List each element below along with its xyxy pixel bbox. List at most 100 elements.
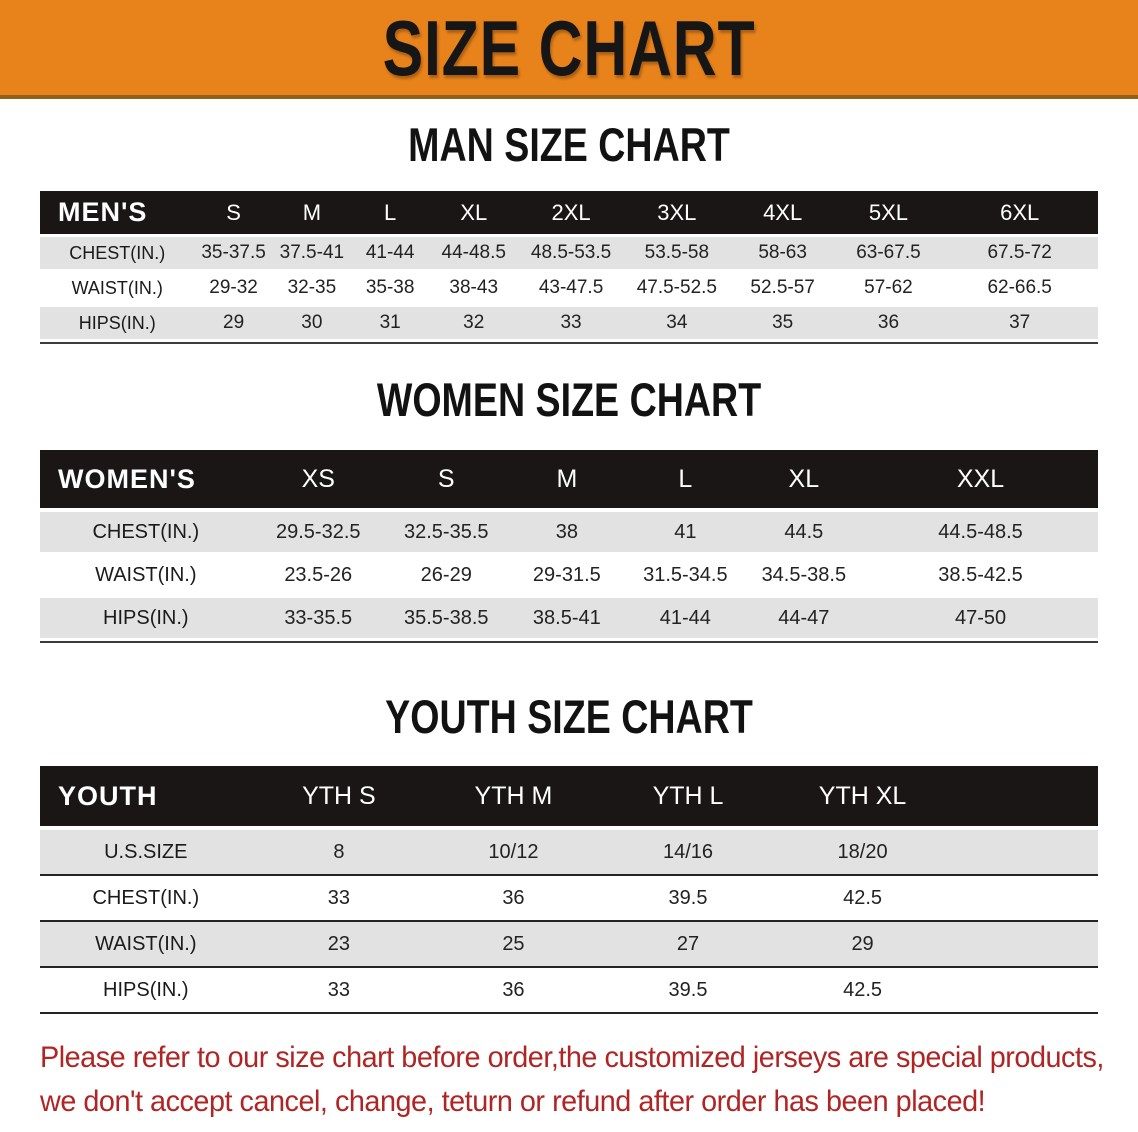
men-size-table-wrap: MEN'S S M L XL 2XL 3XL 4XL 5XL 6XL CHEST(IN.) 35-37… (40, 191, 1098, 344)
size-value-cell: 36 (426, 968, 601, 1014)
row-label: U.S.SIZE (40, 830, 252, 876)
disclaimer-line-2: we don't accept cancel, change, teturn o… (40, 1085, 986, 1118)
size-value-cell: 52.5-57 (729, 272, 836, 307)
size-column-header: 4XL (729, 191, 836, 237)
size-value-cell: 42.5 (775, 968, 950, 1014)
size-value-cell: 44-47 (744, 598, 864, 641)
disclaimer-line-1: Please refer to our size chart before or… (40, 1041, 1104, 1074)
size-value-cell: 39.5 (600, 876, 776, 922)
table-row: CHEST(IN.) 33 36 39.5 42.5 (40, 876, 1098, 922)
size-value-cell: 26-29 (384, 555, 508, 598)
size-column-header: YTH S (251, 766, 427, 830)
size-value-cell: 29.5-32.5 (251, 512, 385, 555)
size-value-cell: 42.5 (775, 876, 950, 922)
size-value-cell: 35.5-38.5 (384, 598, 508, 641)
row-spacer-cell (949, 876, 1098, 922)
size-value-cell: 41 (626, 512, 745, 555)
section-heading-youth: YOUTH SIZE CHART (385, 690, 753, 743)
size-value-cell: 41-44 (351, 237, 430, 272)
section-men: MAN SIZE CHART MEN'S S M L XL 2XL 3XL 4XL 5XL 6XL… (0, 121, 1138, 344)
row-label: CHEST(IN.) (40, 512, 252, 555)
size-value-cell: 38.5-42.5 (863, 555, 1098, 598)
size-value-cell: 38-43 (429, 272, 519, 307)
row-label: CHEST(IN.) (40, 876, 252, 922)
size-value-cell: 67.5-72 (941, 237, 1098, 272)
size-column-header: 3XL (623, 191, 730, 237)
size-column-header: YTH M (426, 766, 601, 830)
table-row: CHEST(IN.) 35-37.5 37.5-41 41-44 44-48.5 48.5… (40, 237, 1098, 272)
size-value-cell: 33 (251, 876, 427, 922)
size-column-header: L (351, 191, 430, 237)
table-header-row: MEN'S S M L XL 2XL 3XL 4XL 5XL 6XL (40, 191, 1098, 237)
women-size-table: WOMEN'S XS S M L XL XXL CHEST(IN.) 29.5-32.5 32.5… (40, 450, 1098, 641)
men-size-table: MEN'S S M L XL 2XL 3XL 4XL 5XL 6XL CHEST(IN.) 35-37… (40, 191, 1098, 342)
size-value-cell: 39.5 (600, 968, 776, 1014)
size-value-cell: 18/20 (775, 830, 950, 876)
table-row: CHEST(IN.) 29.5-32.5 32.5-35.5 38 41 44.5 44.5… (40, 512, 1098, 555)
size-column-header: L (626, 450, 745, 512)
size-value-cell: 36 (426, 876, 601, 922)
size-value-cell: 29 (194, 307, 273, 342)
size-value-cell: 58-63 (729, 237, 836, 272)
size-value-cell: 23.5-26 (251, 555, 385, 598)
size-value-cell: 38 (507, 512, 627, 555)
size-value-cell: 34 (623, 307, 730, 342)
size-value-cell: 30 (272, 307, 352, 342)
size-value-cell: 31.5-34.5 (626, 555, 745, 598)
size-value-cell: 33-35.5 (251, 598, 385, 641)
size-column-header: S (384, 450, 508, 512)
size-column-header: M (507, 450, 627, 512)
size-value-cell: 47-50 (863, 598, 1098, 641)
size-value-cell: 35-38 (351, 272, 430, 307)
row-spacer-cell (949, 922, 1098, 968)
size-column-header: 6XL (941, 191, 1098, 237)
size-value-cell: 34.5-38.5 (744, 555, 864, 598)
disclaimer: Please refer to our size chart before or… (40, 1036, 1104, 1124)
youth-size-table-wrap: YOUTH YTH S YTH M YTH L YTH XL U.S.SIZE 8 10/12… (40, 766, 1098, 1014)
size-column-header: XL (744, 450, 864, 512)
section-heading-women: WOMEN SIZE CHART (376, 373, 762, 426)
size-column-header: 5XL (835, 191, 942, 237)
page-title: SIZE CHART (382, 4, 756, 92)
table-header-row: YOUTH YTH S YTH M YTH L YTH XL (40, 766, 1098, 830)
table-row: WAIST(IN.) 23.5-26 26-29 29-31.5 31.5-34.5 34… (40, 555, 1098, 598)
size-column-header: S (194, 191, 273, 237)
row-label: WAIST(IN.) (40, 272, 195, 307)
size-value-cell: 38.5-41 (507, 598, 627, 641)
row-label: HIPS(IN.) (40, 307, 195, 342)
size-value-cell: 57-62 (835, 272, 942, 307)
size-value-cell: 27 (600, 922, 776, 968)
size-value-cell: 25 (426, 922, 601, 968)
section-heading-men: MAN SIZE CHART (408, 118, 730, 171)
size-column-header: M (272, 191, 352, 237)
size-value-cell: 8 (251, 830, 427, 876)
table-row: WAIST(IN.) 29-32 32-35 35-38 38-43 43-47.5 47.… (40, 272, 1098, 307)
table-corner-label: WOMEN'S (40, 450, 252, 512)
size-value-cell: 44.5-48.5 (863, 512, 1098, 555)
size-column-header: YTH XL (775, 766, 950, 830)
size-value-cell: 29-31.5 (507, 555, 627, 598)
size-value-cell: 23 (251, 922, 427, 968)
table-corner-label: YOUTH (40, 766, 252, 830)
table-row: HIPS(IN.) 33 36 39.5 42.5 (40, 968, 1098, 1014)
size-value-cell: 35 (729, 307, 836, 342)
size-column-header: XL (429, 191, 519, 237)
size-value-cell: 35-37.5 (194, 237, 273, 272)
size-value-cell: 33 (518, 307, 624, 342)
size-value-cell: 37.5-41 (272, 237, 352, 272)
size-value-cell: 10/12 (426, 830, 601, 876)
size-value-cell: 29 (775, 922, 950, 968)
banner: SIZE CHART (0, 0, 1138, 99)
section-women: WOMEN SIZE CHART WOMEN'S XS S M L XL XXL CHEST(… (0, 376, 1138, 643)
size-value-cell: 31 (351, 307, 430, 342)
table-corner-label: MEN'S (40, 191, 195, 237)
row-label: WAIST(IN.) (40, 555, 252, 598)
size-value-cell: 44.5 (744, 512, 864, 555)
section-youth: YOUTH SIZE CHART YOUTH YTH S YTH M YTH L YTH… (0, 693, 1138, 1014)
size-value-cell: 47.5-52.5 (623, 272, 730, 307)
size-value-cell: 29-32 (194, 272, 273, 307)
table-row: WAIST(IN.) 23 25 27 29 (40, 922, 1098, 968)
size-value-cell: 36 (835, 307, 942, 342)
row-label: HIPS(IN.) (40, 968, 252, 1014)
